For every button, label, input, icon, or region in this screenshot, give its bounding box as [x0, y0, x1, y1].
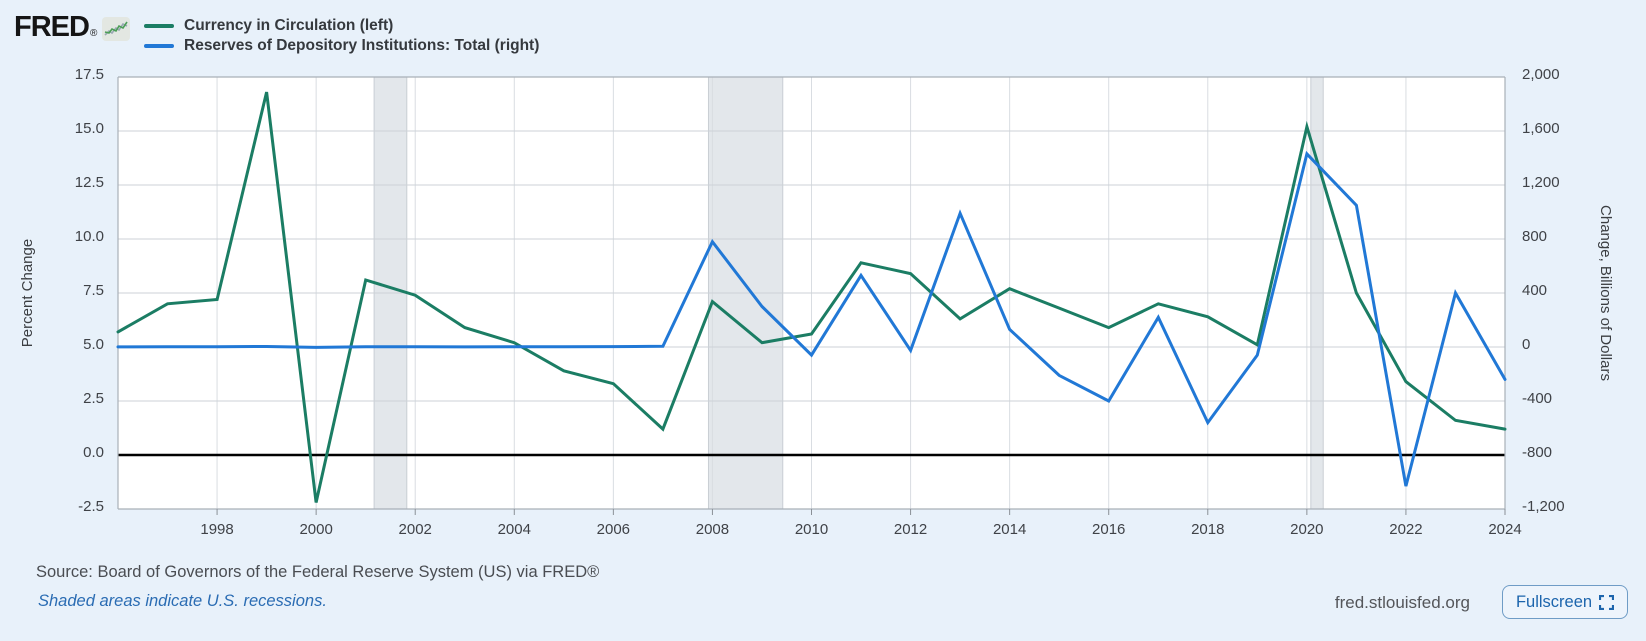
legend-item-currency: Currency in Circulation (left) — [144, 16, 539, 36]
left-tick-label: -2.5 — [78, 498, 104, 515]
x-tick-label: 2012 — [894, 521, 927, 538]
left-tick-label: 10.0 — [75, 228, 104, 245]
right-axis-tick-labels: 2,000 1,600 1,200 800 400 0 -400 -800 -1,200 — [1522, 66, 1565, 515]
left-axis-tick-labels: 17.5 15.0 12.5 10.0 7.5 5.0 2.5 0.0 -2.5 — [75, 66, 104, 515]
fullscreen-button[interactable]: Fullscreen — [1502, 585, 1628, 619]
x-tick-label: 2004 — [498, 521, 531, 538]
legend-item-reserves: Reserves of Depository Institutions: Tot… — [144, 36, 539, 56]
legend-label-currency: Currency in Circulation (left) — [184, 17, 394, 34]
x-tick-marks — [216, 509, 1506, 515]
fullscreen-corners-icon — [1599, 594, 1615, 610]
left-tick-label: 7.5 — [83, 282, 104, 299]
right-tick-label: -800 — [1522, 444, 1552, 461]
legend-swatch-currency — [144, 24, 174, 28]
left-tick-label: 5.0 — [83, 336, 104, 353]
left-tick-label: 2.5 — [83, 390, 104, 407]
registered-mark: ® — [89, 28, 98, 39]
x-tick-label: 2002 — [399, 521, 432, 538]
x-tick-label: 2024 — [1488, 521, 1521, 538]
reserves-line — [116, 150, 1507, 487]
x-tick-label: 2000 — [299, 521, 332, 538]
legend: Currency in Circulation (left) Reserves … — [144, 16, 539, 56]
right-axis-title: Change, Billions of Dollars — [1597, 205, 1614, 381]
x-tick-label: 2018 — [1191, 521, 1224, 538]
x-tick-label: 2008 — [696, 521, 729, 538]
x-tick-label: 2006 — [597, 521, 630, 538]
left-tick-label: 15.0 — [75, 120, 104, 137]
x-tick-label: 2014 — [993, 521, 1026, 538]
left-axis-title: Percent Change — [19, 239, 36, 347]
right-tick-label: 0 — [1522, 336, 1530, 353]
right-tick-label: 1,200 — [1522, 174, 1560, 191]
legend-swatch-reserves — [144, 44, 174, 48]
left-tick-label: 0.0 — [83, 444, 104, 461]
x-tick-label: 2010 — [795, 521, 828, 538]
x-axis-tick-labels: 1998 2000 2002 2004 2006 2008 2010 2012 2014 2016… — [200, 521, 1521, 538]
right-tick-label: 2,000 — [1522, 66, 1560, 83]
fullscreen-button-label: Fullscreen — [1515, 592, 1593, 611]
fred-logo: FRED ® — [14, 11, 131, 43]
right-tick-label: -400 — [1522, 390, 1552, 407]
x-tick-label: 2022 — [1389, 521, 1422, 538]
fred-logo-text: FRED — [14, 11, 90, 43]
currency-line — [116, 91, 1507, 503]
plot-border — [117, 77, 1506, 509]
sparkline-icon — [102, 17, 131, 41]
x-tick-label: 2020 — [1290, 521, 1323, 538]
site-link[interactable]: fred.stlouisfed.org — [1334, 593, 1470, 612]
right-tick-label: 800 — [1522, 228, 1547, 245]
right-tick-label: 400 — [1522, 282, 1547, 299]
legend-label-reserves: Reserves of Depository Institutions: Tot… — [184, 37, 540, 54]
recession-note-link[interactable]: Shaded areas indicate U.S. recessions. — [38, 592, 327, 610]
left-tick-label: 17.5 — [75, 66, 104, 83]
right-tick-label: -1,200 — [1522, 498, 1565, 515]
x-tick-label: 1998 — [200, 521, 233, 538]
x-tick-label: 2016 — [1092, 521, 1125, 538]
source-text: Source: Board of Governors of the Federa… — [36, 563, 600, 581]
right-tick-label: 1,600 — [1522, 120, 1560, 137]
left-tick-label: 12.5 — [75, 174, 104, 191]
